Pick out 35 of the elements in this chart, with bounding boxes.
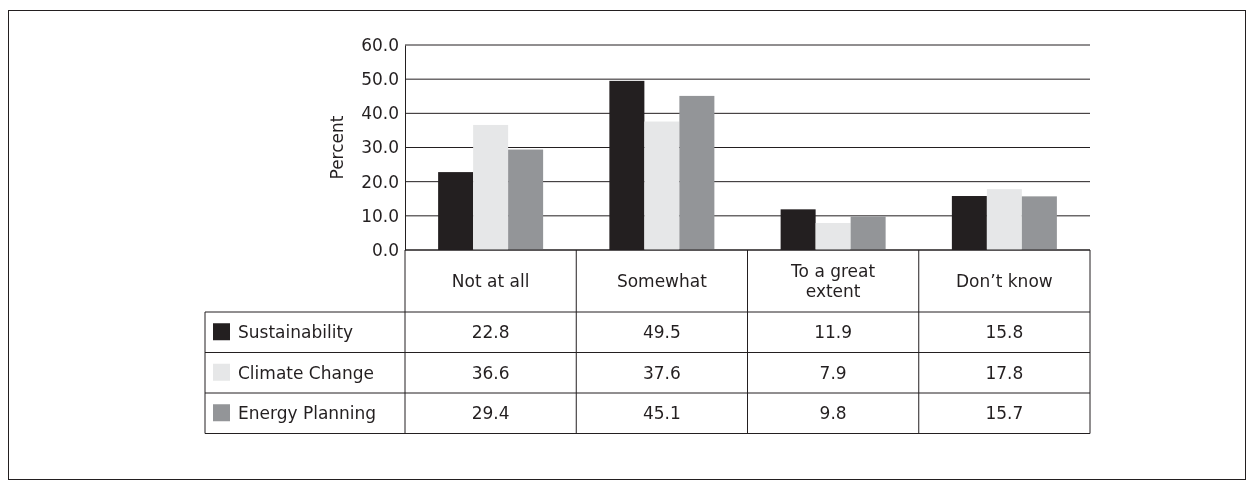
x-tick-label: To a great extent bbox=[790, 261, 876, 301]
data-label: 36.6 bbox=[471, 362, 510, 383]
data-label: 49.5 bbox=[642, 322, 681, 343]
legend-label: Sustainability bbox=[238, 322, 354, 343]
bar bbox=[850, 216, 886, 250]
y-tick-label: 30.0 bbox=[361, 137, 399, 158]
data-label: 15.8 bbox=[985, 322, 1024, 343]
y-tick-label: 40.0 bbox=[361, 103, 399, 124]
legend-label: Energy Planning bbox=[238, 403, 377, 424]
data-label: 7.9 bbox=[819, 362, 847, 383]
bar bbox=[679, 95, 715, 250]
data-label: 15.7 bbox=[985, 403, 1024, 424]
data-label: 22.8 bbox=[471, 322, 510, 343]
bar bbox=[644, 121, 680, 250]
y-tick-label: 60.0 bbox=[361, 34, 399, 55]
bar bbox=[508, 149, 544, 250]
x-tick-label: Somewhat bbox=[616, 271, 708, 291]
y-tick-label: 0.0 bbox=[371, 239, 399, 260]
data-label: 45.1 bbox=[642, 403, 681, 424]
data-label: 29.4 bbox=[471, 403, 510, 424]
x-tick-label: Don’t know bbox=[956, 271, 1053, 291]
data-label: 11.9 bbox=[814, 322, 853, 343]
data-label: 9.8 bbox=[819, 403, 847, 424]
y-axis-title: Percent bbox=[327, 115, 347, 180]
legend-label: Climate Change bbox=[238, 362, 374, 383]
bar bbox=[1021, 196, 1057, 250]
y-tick-label: 10.0 bbox=[361, 205, 399, 226]
bar bbox=[815, 223, 851, 250]
y-tick-label: 20.0 bbox=[361, 171, 399, 192]
x-tick-label: Not at all bbox=[451, 271, 530, 291]
data-label: 37.6 bbox=[642, 362, 681, 383]
y-tick-label: 50.0 bbox=[361, 69, 399, 90]
bar bbox=[986, 189, 1022, 250]
bar bbox=[473, 124, 509, 250]
data-label: 17.8 bbox=[985, 362, 1024, 383]
